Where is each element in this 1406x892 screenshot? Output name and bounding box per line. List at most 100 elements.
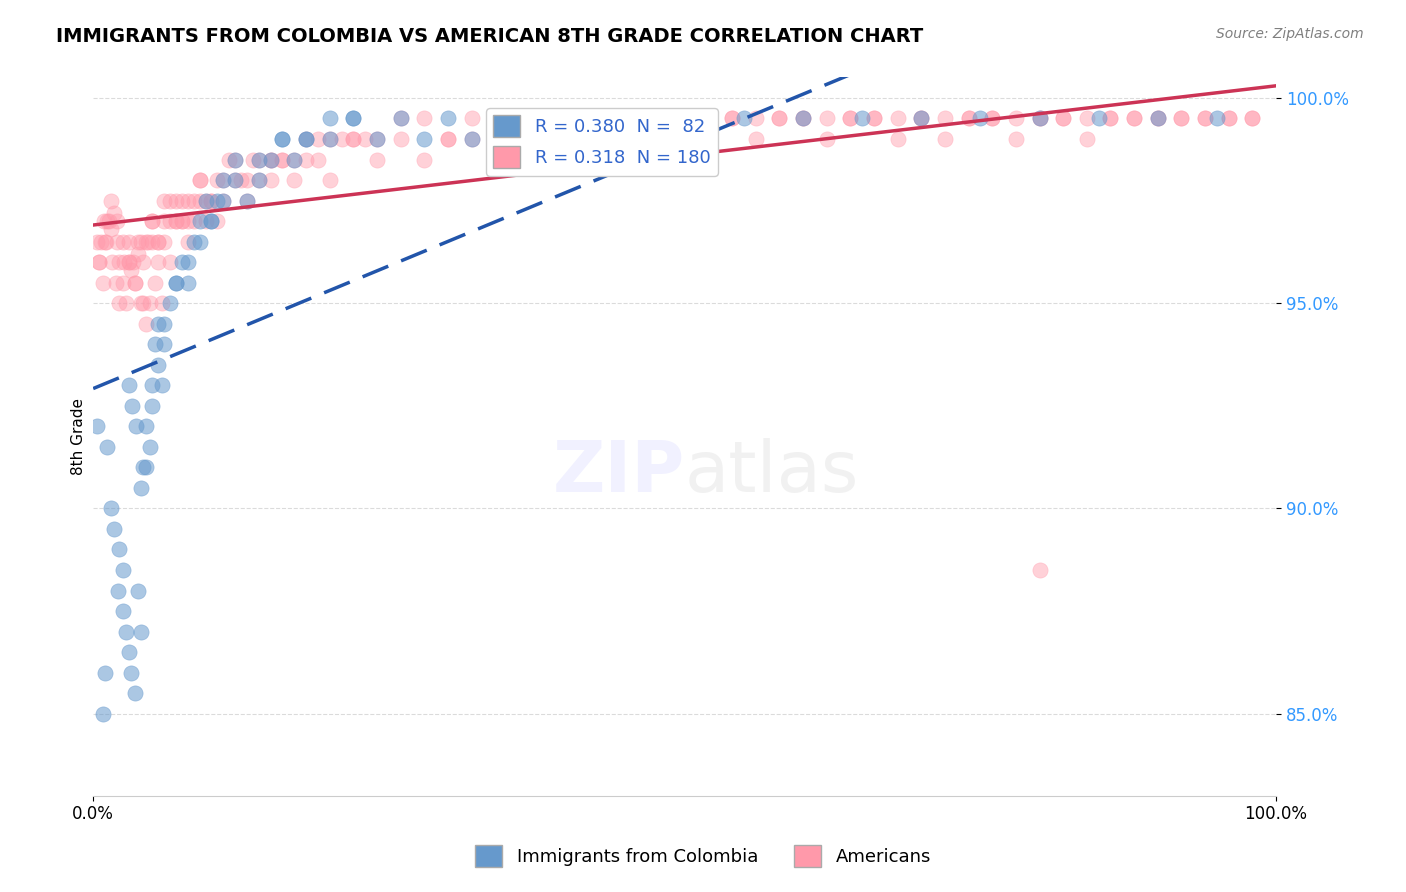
Point xyxy=(224,173,246,187)
Point xyxy=(650,132,672,146)
Point xyxy=(212,173,235,187)
Point xyxy=(100,501,122,516)
Point xyxy=(115,624,138,639)
Point xyxy=(259,153,281,167)
Point xyxy=(212,173,235,187)
Point xyxy=(107,583,129,598)
Point xyxy=(413,132,436,146)
Point xyxy=(1146,112,1168,126)
Point xyxy=(96,440,118,454)
Point xyxy=(111,276,134,290)
Point xyxy=(159,194,181,208)
Point xyxy=(461,112,484,126)
Point xyxy=(295,132,318,146)
Point xyxy=(768,112,790,126)
Legend: Immigrants from Colombia, Americans: Immigrants from Colombia, Americans xyxy=(468,838,938,874)
Point xyxy=(1087,112,1109,126)
Point xyxy=(981,112,1004,126)
Point xyxy=(212,194,235,208)
Point xyxy=(135,317,157,331)
Point xyxy=(87,255,110,269)
Point xyxy=(150,296,173,310)
Point xyxy=(97,214,120,228)
Point xyxy=(229,173,252,187)
Point xyxy=(1099,112,1122,126)
Point xyxy=(159,255,181,269)
Point xyxy=(135,235,157,249)
Point xyxy=(104,276,127,290)
Point xyxy=(389,112,412,126)
Point xyxy=(744,132,766,146)
Point xyxy=(150,378,173,392)
Point xyxy=(792,112,814,126)
Point xyxy=(141,214,163,228)
Point xyxy=(218,153,240,167)
Text: IMMIGRANTS FROM COLOMBIA VS AMERICAN 8TH GRADE CORRELATION CHART: IMMIGRANTS FROM COLOMBIA VS AMERICAN 8TH… xyxy=(56,27,924,45)
Point xyxy=(839,112,862,126)
Point xyxy=(508,132,530,146)
Point xyxy=(673,112,696,126)
Point xyxy=(141,399,163,413)
Point xyxy=(111,563,134,577)
Point xyxy=(200,194,222,208)
Point xyxy=(1170,112,1192,126)
Point xyxy=(650,132,672,146)
Point xyxy=(461,132,484,146)
Point xyxy=(342,112,364,126)
Point xyxy=(170,214,193,228)
Point xyxy=(141,378,163,392)
Point xyxy=(94,665,117,680)
Text: Source: ZipAtlas.com: Source: ZipAtlas.com xyxy=(1216,27,1364,41)
Point xyxy=(969,112,991,126)
Point xyxy=(94,235,117,249)
Point xyxy=(177,235,200,249)
Point xyxy=(207,214,229,228)
Point xyxy=(129,624,152,639)
Point xyxy=(1076,132,1098,146)
Point xyxy=(1146,112,1168,126)
Point xyxy=(591,112,613,126)
Point xyxy=(851,112,873,126)
Point xyxy=(602,132,624,146)
Point xyxy=(283,153,305,167)
Point xyxy=(207,194,229,208)
Point xyxy=(148,255,170,269)
Point xyxy=(1123,112,1146,126)
Point xyxy=(579,132,602,146)
Point xyxy=(271,132,294,146)
Point xyxy=(96,235,118,249)
Point xyxy=(1146,112,1168,126)
Point xyxy=(815,132,838,146)
Point xyxy=(91,276,114,290)
Point xyxy=(129,481,152,495)
Point xyxy=(177,255,200,269)
Point xyxy=(247,153,270,167)
Point xyxy=(170,255,193,269)
Point xyxy=(139,296,162,310)
Point xyxy=(307,153,329,167)
Point xyxy=(389,132,412,146)
Point xyxy=(1099,112,1122,126)
Point xyxy=(124,276,146,290)
Point xyxy=(194,194,217,208)
Point xyxy=(159,214,181,228)
Point xyxy=(1206,112,1229,126)
Point xyxy=(148,317,170,331)
Point xyxy=(224,153,246,167)
Point xyxy=(153,194,176,208)
Point xyxy=(271,153,294,167)
Point xyxy=(437,112,460,126)
Point xyxy=(271,153,294,167)
Point xyxy=(354,132,377,146)
Point xyxy=(1028,112,1050,126)
Point xyxy=(132,460,155,475)
Point xyxy=(413,112,436,126)
Point xyxy=(496,112,519,126)
Point xyxy=(177,276,200,290)
Point xyxy=(342,132,364,146)
Point xyxy=(224,153,246,167)
Point xyxy=(93,214,115,228)
Point xyxy=(236,194,259,208)
Point xyxy=(342,132,364,146)
Point xyxy=(200,214,222,228)
